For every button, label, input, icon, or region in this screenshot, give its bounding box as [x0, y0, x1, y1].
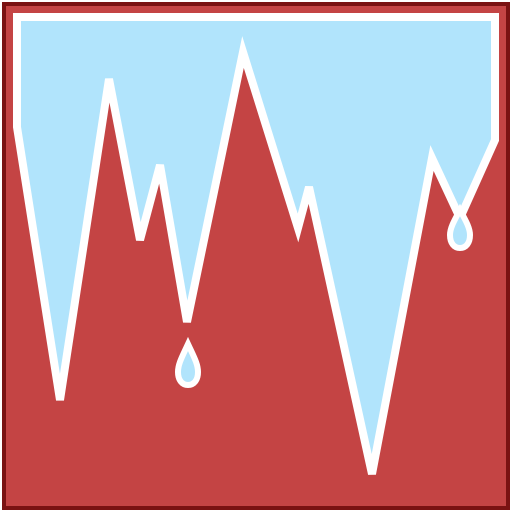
ice-area — [13, 13, 499, 475]
water-drop-right — [446, 203, 474, 252]
water-drop-left — [174, 336, 202, 389]
